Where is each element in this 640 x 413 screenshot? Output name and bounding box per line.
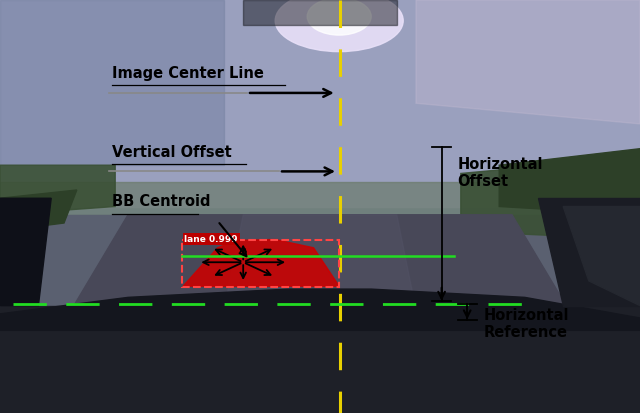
Ellipse shape [275, 0, 403, 52]
Polygon shape [461, 157, 640, 240]
Text: Horizontal
Reference: Horizontal Reference [483, 308, 569, 340]
Polygon shape [64, 215, 576, 322]
Polygon shape [224, 215, 416, 310]
Polygon shape [499, 149, 640, 215]
Text: Image Center Line: Image Center Line [112, 66, 264, 81]
Polygon shape [0, 198, 51, 306]
Text: BB Centroid: BB Centroid [112, 195, 211, 209]
Bar [0, 182, 640, 215]
Bar [243, 0, 397, 25]
Polygon shape [0, 190, 77, 231]
Polygon shape [0, 165, 115, 215]
Bar [0, 215, 640, 413]
Text: lane 0.999: lane 0.999 [184, 235, 238, 244]
Bar [0, 0, 640, 206]
Polygon shape [416, 0, 640, 124]
Polygon shape [0, 0, 224, 165]
Polygon shape [0, 306, 640, 413]
Polygon shape [563, 206, 640, 306]
Text: Horizontal
Offset: Horizontal Offset [458, 157, 543, 189]
Ellipse shape [307, 0, 371, 35]
Polygon shape [0, 289, 640, 330]
Text: Vertical Offset: Vertical Offset [112, 145, 232, 160]
Polygon shape [183, 240, 339, 286]
Polygon shape [538, 198, 640, 306]
Bar [182, 240, 339, 287]
